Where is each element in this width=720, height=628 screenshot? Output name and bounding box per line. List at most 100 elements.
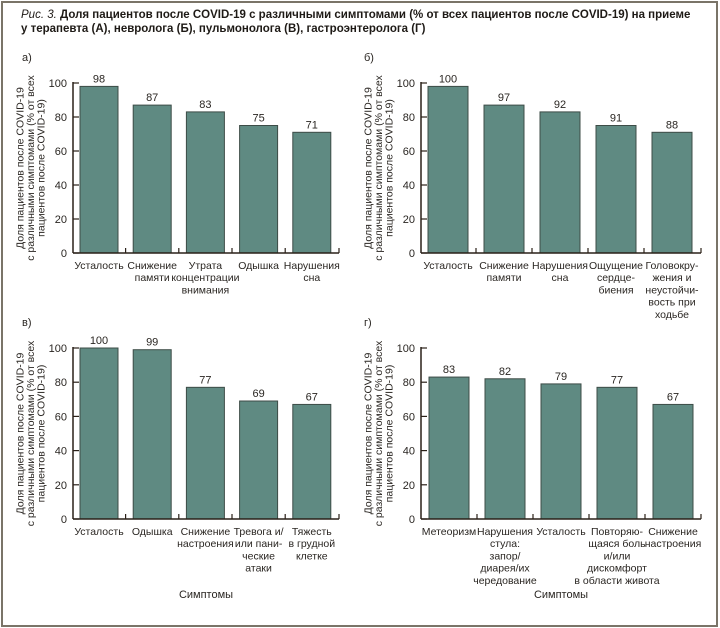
- y-tick-label: 20: [403, 214, 415, 226]
- x-tick-label-line: Усталость: [74, 260, 124, 272]
- x-tick-label-line: Усталость: [74, 526, 124, 538]
- y-axis-label-line: Доля пациентов после COVID-19: [363, 87, 375, 249]
- x-tick-label-line: клетке: [296, 550, 328, 562]
- bar: [651, 131, 693, 254]
- chart-panel-3: в) Доля пациентов после COVID-19с различн…: [15, 317, 340, 601]
- x-tick-label-line: Усталость: [423, 260, 473, 272]
- y-axis-label: Доля пациентов после COVID-19с различным…: [363, 75, 396, 261]
- x-tick-label-line: памяти: [486, 272, 521, 284]
- figure-label: Рис. 3.: [21, 9, 57, 21]
- x-tick-label-line: Снижение: [181, 526, 231, 538]
- x-tick-label-line: диарея/их: [480, 563, 530, 575]
- x-tick-label-line: Снижение: [479, 260, 529, 272]
- x-tick-label-line: чередование: [473, 575, 537, 587]
- x-tick-label: Усталость: [423, 260, 473, 272]
- x-tick-label-line: жения и: [653, 272, 692, 284]
- x-tick-label-line: или пани-: [235, 538, 283, 550]
- bar: [483, 104, 525, 254]
- x-tick-label-line: Нарушения: [532, 260, 588, 272]
- x-tick-label-line: сна: [303, 272, 320, 284]
- caption-text: Доля пациентов после COVID-19 с различны…: [60, 9, 691, 21]
- y-axis-label-line: с различными симптомами (% от всех: [373, 340, 385, 526]
- data-label: 67: [667, 391, 679, 403]
- data-label: 75: [252, 113, 264, 125]
- bar: [185, 386, 225, 520]
- x-tick-label-line: биения: [598, 284, 633, 296]
- x-tick-label-line: настроения: [177, 538, 234, 550]
- data-label: 69: [252, 388, 264, 400]
- caption-line-1: Рис. 3. Доля пациентов после COVID-19 с …: [21, 8, 701, 22]
- data-label: 67: [306, 391, 318, 403]
- y-tick-label: 80: [403, 112, 415, 124]
- chart-panel-1: а) Доля пациентов после COVID-19с различн…: [15, 52, 340, 296]
- y-tick-label: 20: [403, 480, 415, 492]
- data-label: 83: [199, 99, 211, 111]
- x-tick-label-line: в области живота: [574, 575, 659, 587]
- x-tick-label-line: вость при: [648, 297, 695, 309]
- y-tick-label: 40: [403, 446, 415, 458]
- bar: [132, 349, 172, 520]
- y-tick-label: 40: [55, 180, 67, 192]
- x-tick-label: Нарушениястула:запор/диарея/ихчередовани…: [473, 526, 537, 587]
- data-label: 98: [93, 73, 105, 85]
- y-tick-label: 100: [49, 78, 67, 90]
- data-label: 82: [499, 366, 511, 378]
- x-tick-label-line: в грудной: [289, 538, 336, 550]
- bar: [652, 403, 694, 520]
- y-axis-label-line: с различными симптомами (% от всех: [25, 340, 37, 526]
- y-axis-label: Доля пациентов после COVID-19с различным…: [15, 75, 48, 261]
- data-label: 83: [443, 364, 455, 376]
- x-tick-label-line: Одышка: [132, 526, 173, 538]
- x-tick-label-line: Усталость: [536, 526, 586, 538]
- y-tick-label: 60: [55, 146, 67, 158]
- y-tick-label: 80: [403, 377, 415, 389]
- x-tick-label-line: Повторяю-: [591, 526, 644, 538]
- y-tick-label: 20: [55, 480, 67, 492]
- y-axis-label-line: с различными симптомами (% от всех: [373, 75, 385, 261]
- x-tick-label: Одышка: [132, 526, 173, 538]
- y-axis-label-line: Доля пациентов после COVID-19: [15, 87, 27, 249]
- x-tick-label-line: Одышка: [238, 260, 279, 272]
- x-tick-label-line: памяти: [135, 272, 170, 284]
- x-tick-label-line: Нарушения: [284, 260, 340, 272]
- chart-panel-2: б) Доля пациентов после COVID-19с различн…: [363, 52, 702, 321]
- x-tick-label-line: Метеоризм: [422, 526, 476, 538]
- bar: [185, 111, 225, 254]
- data-label: 97: [498, 92, 510, 104]
- y-tick-label: 40: [403, 180, 415, 192]
- chart-panel-4: г) Доля пациентов после COVID-19с различн…: [363, 317, 702, 601]
- bar: [292, 403, 332, 520]
- y-tick-label: 100: [397, 343, 415, 355]
- y-axis-label-line: пациентов после COVID-19): [384, 99, 396, 237]
- x-tick-label-line: неустойчи-: [645, 284, 699, 296]
- y-tick-label: 0: [61, 514, 67, 526]
- bar: [539, 111, 581, 254]
- x-tick-label-line: Головокру-: [645, 260, 699, 272]
- y-axis-label-line: Доля пациентов после COVID-19: [15, 352, 27, 514]
- x-tick-label-line: атаки: [245, 563, 272, 575]
- x-tick-label: Усталость: [74, 526, 124, 538]
- y-axis-label-line: пациентов после COVID-19): [36, 99, 48, 237]
- x-tick-label-line: стула:: [490, 538, 520, 550]
- x-tick-label-line: настроения: [645, 538, 702, 550]
- data-label: 87: [146, 92, 158, 104]
- bar: [132, 104, 172, 254]
- bar: [239, 400, 279, 520]
- x-axis-title: Симптомы: [179, 589, 233, 601]
- bar: [595, 125, 637, 254]
- bar: [79, 347, 119, 520]
- y-tick-label: 100: [49, 343, 67, 355]
- x-tick-label-line: внимания: [182, 284, 230, 296]
- y-tick-label: 100: [397, 78, 415, 90]
- y-axis-label-line: с различными симптомами (% от всех: [25, 75, 37, 261]
- x-tick-label: Метеоризм: [422, 526, 476, 538]
- figure-caption: Рис. 3. Доля пациентов после COVID-19 с …: [21, 8, 701, 36]
